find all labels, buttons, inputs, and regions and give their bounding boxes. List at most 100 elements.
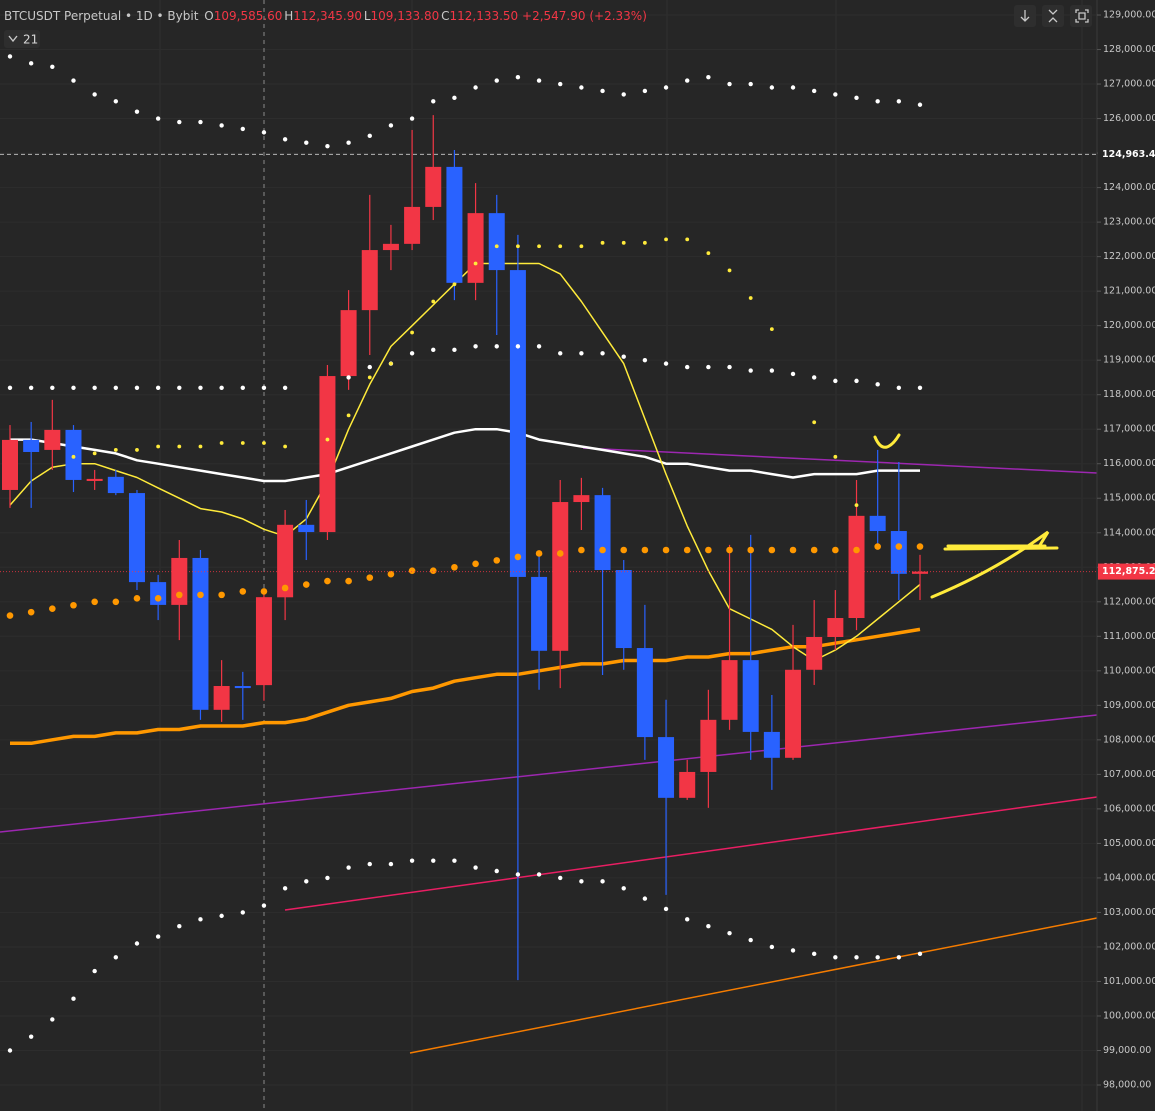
indicator-dot <box>833 92 838 97</box>
indicator-dot <box>345 577 352 585</box>
header: BTCUSDT Perpetual • 1D • Bybit O109,585.… <box>4 9 647 23</box>
y-tick-label: 118,000.00 <box>1103 389 1155 400</box>
indicator-dot <box>27 608 35 616</box>
candle-body <box>721 660 738 720</box>
candle-body <box>509 270 526 577</box>
badge-bg[interactable] <box>4 30 40 48</box>
scroll-down-button[interactable] <box>1020 10 1030 22</box>
indicator-dot <box>198 119 203 125</box>
indicator-dot <box>833 378 838 384</box>
indicator-dot <box>281 584 289 592</box>
indicator-dot <box>875 99 880 104</box>
indicator-dot <box>346 865 351 870</box>
indicator-dot <box>916 543 924 550</box>
indicator-dot <box>240 910 245 915</box>
candle-body <box>171 557 188 605</box>
indicator-dot <box>621 240 626 245</box>
candle-body <box>467 213 484 283</box>
indicator-dot <box>579 879 584 884</box>
candle-body <box>446 166 463 283</box>
indicator-dot <box>50 64 55 69</box>
y-tick-label: 111,000.00 <box>1103 631 1155 642</box>
indicator-dot <box>429 567 437 575</box>
y-tick-label: 110,000.00 <box>1103 665 1155 676</box>
indicator-dot <box>197 591 204 599</box>
indicator-dot <box>155 385 161 390</box>
collapse-button[interactable] <box>1048 9 1058 23</box>
indicator-dot <box>642 357 648 363</box>
indicator-dot <box>134 385 140 390</box>
indicator-dot <box>28 61 34 66</box>
indicator-dot <box>558 244 563 249</box>
indicator-dot <box>92 451 97 456</box>
candle-body <box>255 597 272 686</box>
axis-panel <box>1097 0 1155 1111</box>
ma-line <box>9 262 921 662</box>
indicator-dot <box>790 85 796 90</box>
indicator-dot <box>642 88 648 94</box>
y-tick-label: 99,000.00 <box>1103 1045 1151 1056</box>
indicator-dot <box>112 598 120 606</box>
button-bg[interactable] <box>1042 5 1064 27</box>
indicator-dot <box>705 546 712 554</box>
candle-body <box>213 686 230 710</box>
indicator-dot <box>896 955 902 960</box>
indicator-dot <box>410 330 414 335</box>
indicator-dot <box>874 543 881 550</box>
fullscreen-button[interactable] <box>1075 9 1089 23</box>
scribble <box>930 530 1050 599</box>
indicator-dot <box>663 85 669 90</box>
indicator-dot <box>198 917 203 922</box>
indicator-dot <box>747 546 754 554</box>
trend-line <box>409 917 1098 1054</box>
indicator-dot <box>896 99 902 104</box>
y-tick-label: 121,000.00 <box>1103 286 1155 297</box>
ohlc-value: 112,133.50 <box>449 9 518 23</box>
indicator-dot <box>662 546 670 554</box>
candle-body <box>340 310 357 377</box>
indicator-dot <box>748 81 753 87</box>
indicator-dot <box>536 872 542 877</box>
indicator-dot <box>896 385 902 390</box>
indicator-badge[interactable]: 21 <box>4 30 40 48</box>
indicator-dot <box>748 296 753 300</box>
candle-body <box>277 524 294 598</box>
candle-body <box>86 478 103 481</box>
indicator-dot <box>177 119 182 125</box>
indicator-dot <box>558 351 563 356</box>
indicator-dot <box>177 444 182 449</box>
indicator-dot <box>366 574 374 581</box>
indicator-dot <box>621 92 626 97</box>
indicator-dot <box>452 282 457 287</box>
chevron[interactable] <box>8 35 18 43</box>
indicator-dot <box>367 364 372 370</box>
indicator-dot <box>71 385 76 390</box>
drawings <box>0 0 1098 1111</box>
indicator-dot <box>239 588 247 595</box>
candle-body <box>404 206 421 244</box>
indicator-dot <box>282 385 288 390</box>
indicator-dot <box>832 546 839 554</box>
indicator-dot <box>155 934 161 939</box>
ohlc-value: 112,345.90 <box>293 9 362 23</box>
indicator-dot <box>260 588 268 595</box>
ohlc-value: 109,133.80 <box>371 9 440 23</box>
indicator-dot <box>494 344 499 349</box>
indicator-dot <box>113 448 118 452</box>
indicator-dot <box>261 130 267 135</box>
ohlc-label: L <box>364 9 371 23</box>
indicator-dot <box>535 550 543 557</box>
indicator-dot <box>176 591 183 599</box>
indicator-dot <box>452 347 457 353</box>
indicator-dot <box>726 546 733 554</box>
indicator-dot <box>113 385 119 390</box>
candle-body <box>636 648 653 738</box>
indicator-dot <box>219 385 224 390</box>
indicator-dot <box>685 237 690 242</box>
indicator-dot <box>811 951 817 957</box>
button-bg[interactable] <box>1070 5 1092 27</box>
indicator-dot <box>514 553 522 561</box>
indicator-dot <box>875 382 880 387</box>
y-tick-label: 115,000.00 <box>1103 493 1155 504</box>
